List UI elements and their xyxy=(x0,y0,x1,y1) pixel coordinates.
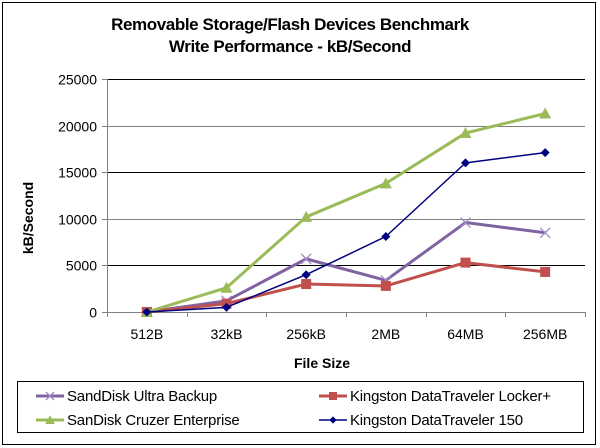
legend-item-kingston-locker: Kingston DataTraveler Locker+ xyxy=(318,386,551,406)
y-tick-label: 25000 xyxy=(58,72,97,88)
legend-label: Kingston DataTraveler Locker+ xyxy=(350,387,551,405)
series-3 xyxy=(142,148,550,317)
series-group xyxy=(140,107,552,318)
y-tick-label: 10000 xyxy=(58,212,97,228)
x-axis-title: File Size xyxy=(294,355,350,371)
data-point xyxy=(461,158,470,168)
line-chart: 0 5000 10000 15000 20000 25000 512B 32kB 256kB 2… xyxy=(20,72,586,371)
square-marker-icon xyxy=(319,392,347,400)
y-tick-label: 0 xyxy=(89,305,97,321)
axes xyxy=(102,79,586,317)
data-point xyxy=(380,280,391,291)
data-point xyxy=(379,177,392,189)
legend-label: SandDisk Ultra Backup xyxy=(67,387,218,405)
data-point xyxy=(539,227,551,239)
y-tick-label: 15000 xyxy=(58,165,97,181)
x-tick-label: 512B xyxy=(130,326,163,342)
data-point xyxy=(381,232,391,242)
data-point xyxy=(300,253,312,265)
data-point xyxy=(220,281,233,293)
data-point xyxy=(329,416,337,424)
data-point xyxy=(142,307,152,317)
x-tick-labels: 512B 32kB 256kB 2MB 64MB 256MB xyxy=(130,326,567,342)
data-point xyxy=(460,217,471,228)
data-point xyxy=(460,257,471,268)
data-point xyxy=(329,392,337,400)
triangle-marker-icon xyxy=(36,415,64,424)
chart-title-line-2: Write Performance - kB/Second xyxy=(168,37,412,56)
legend-label: Kingston DataTraveler 150 xyxy=(350,411,523,429)
chart-title-line-1: Removable Storage/Flash Devices Benchmar… xyxy=(111,15,469,34)
diamond-marker-icon xyxy=(319,416,347,424)
legend-label: SanDisk Cruzer Enterprise xyxy=(67,411,240,429)
series-0 xyxy=(141,217,551,318)
data-point xyxy=(540,266,551,277)
y-tick-label: 20000 xyxy=(58,119,97,135)
gridlines xyxy=(107,79,585,266)
y-axis-title: kB/Second xyxy=(20,182,36,254)
x-tick-label: 64MB xyxy=(447,326,484,342)
data-point xyxy=(222,302,231,312)
legend-item-kingston-dt150: Kingston DataTraveler 150 xyxy=(318,410,523,430)
series-line xyxy=(146,221,546,314)
x-tick-label: 32kB xyxy=(211,326,243,342)
data-point xyxy=(459,127,472,139)
data-point xyxy=(45,391,55,401)
data-point xyxy=(301,270,311,280)
x-tick-label: 256MB xyxy=(523,326,567,342)
data-point xyxy=(300,210,313,222)
series-2 xyxy=(140,107,552,317)
data-point xyxy=(540,148,550,158)
series-line xyxy=(146,112,546,314)
data-point xyxy=(539,107,552,119)
data-point xyxy=(301,279,312,290)
y-tick-label: 5000 xyxy=(66,258,97,274)
y-tick-labels: 0 5000 10000 15000 20000 25000 xyxy=(58,72,97,321)
legend-item-sandisk-cruzer-enterprise: SanDisk Cruzer Enterprise xyxy=(35,410,240,430)
x-tick-label: 2MB xyxy=(371,326,400,342)
series-line xyxy=(146,151,546,313)
data-point xyxy=(45,415,55,424)
legend-item-sandisk-ultra-backup: SandDisk Ultra Backup xyxy=(35,386,217,406)
legend: SandDisk Ultra Backup Kingston DataTrave… xyxy=(17,381,584,433)
x-marker-icon xyxy=(36,391,64,401)
x-tick-label: 256kB xyxy=(286,326,326,342)
series-line xyxy=(146,261,546,314)
